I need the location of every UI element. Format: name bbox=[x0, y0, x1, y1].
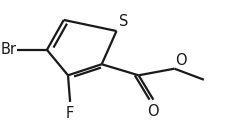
Text: S: S bbox=[119, 14, 128, 29]
Text: F: F bbox=[66, 106, 74, 121]
Text: O: O bbox=[148, 104, 159, 119]
Text: Br: Br bbox=[0, 42, 16, 57]
Text: O: O bbox=[176, 53, 187, 68]
